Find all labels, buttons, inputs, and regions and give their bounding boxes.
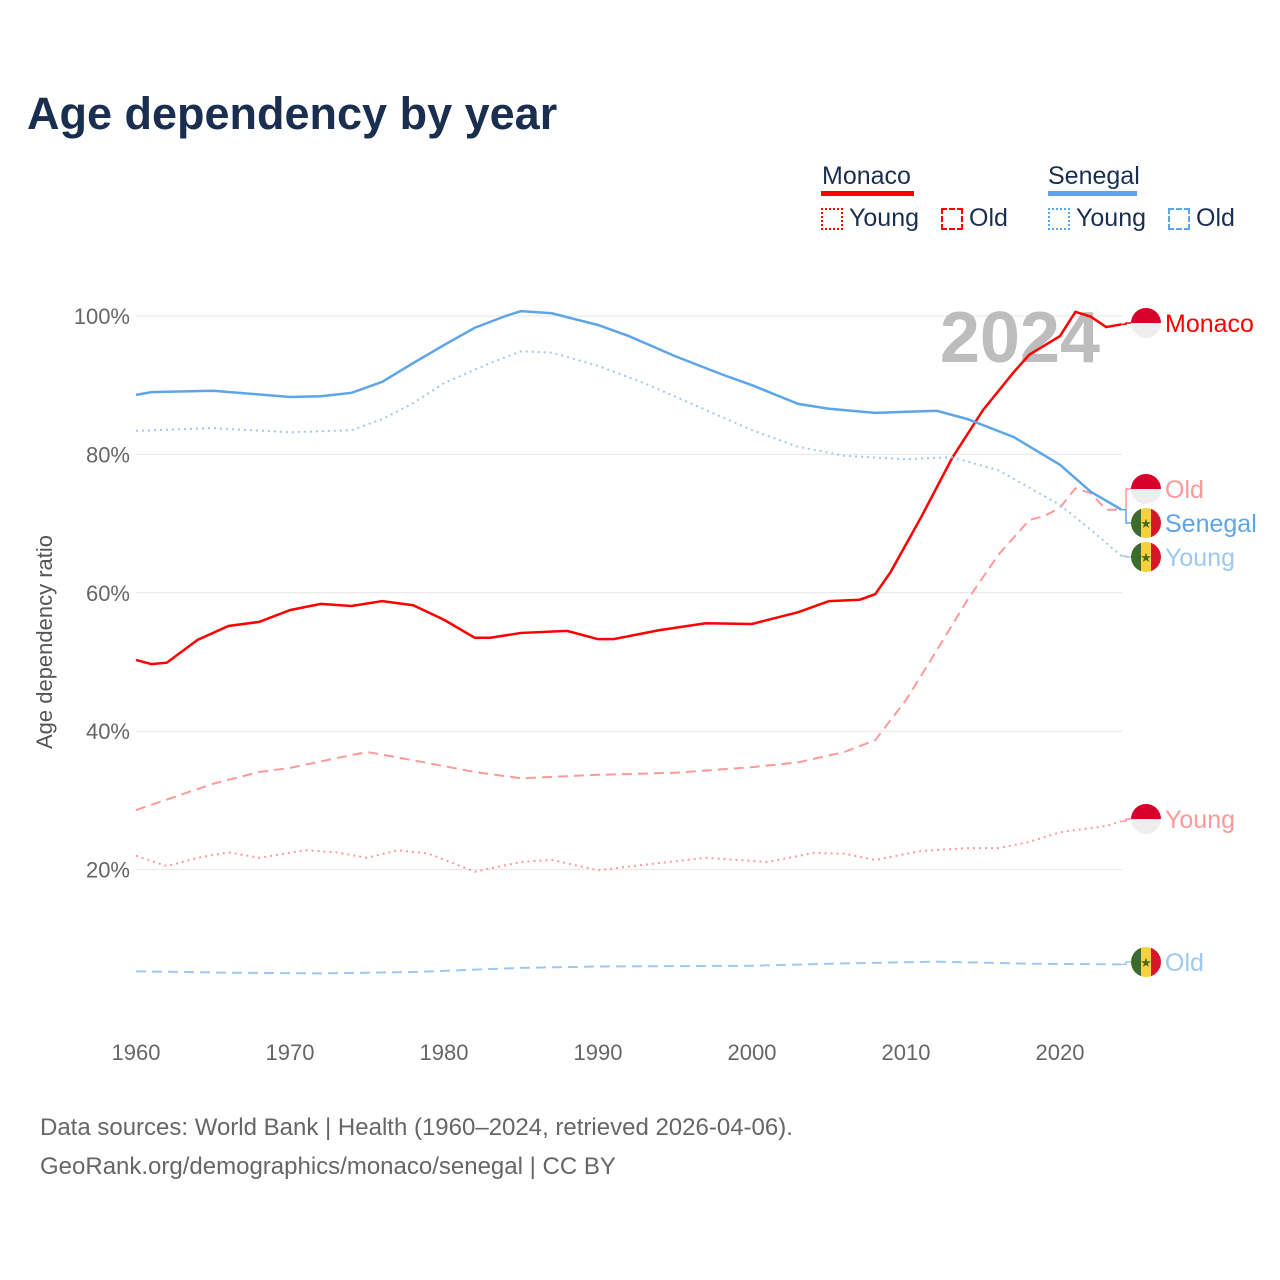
data-source-note: Data sources: World Bank | Health (1960–… (40, 1114, 793, 1141)
legend-monaco-swatch (821, 191, 914, 196)
label-leader-line (1122, 509, 1132, 524)
x-tick-label: 1980 (420, 1040, 469, 1065)
end-label: Old (1165, 949, 1204, 977)
x-tick-label: 2010 (882, 1040, 931, 1065)
legend-label: Young (1076, 204, 1146, 232)
end-label: Senegal (1165, 510, 1257, 538)
y-tick-label: 100% (74, 304, 130, 329)
label-leader-line (1122, 322, 1132, 326)
legend-senegal-old[interactable]: Old (1168, 204, 1235, 233)
senegal-flag-red (1151, 542, 1161, 572)
monaco-flag-red (1131, 804, 1161, 819)
senegal-flag-icon (1131, 508, 1141, 538)
series-line-monaco (135, 310, 1122, 666)
chart-title: Age dependency by year (27, 88, 558, 139)
senegal-flag-red (1151, 947, 1161, 977)
legend-senegal-swatch (1048, 191, 1137, 196)
x-tick-label: 1990 (574, 1040, 623, 1065)
footer: Data sources: World Bank | Health (1960–… (40, 1108, 793, 1186)
series-line-monaco-young (135, 820, 1122, 873)
legend-senegal[interactable]: Senegal (1048, 162, 1140, 190)
end-label: Young (1165, 806, 1235, 834)
end-label: Monaco (1165, 310, 1254, 338)
senegal-flag-icon (1131, 947, 1141, 977)
label-leader-line (1122, 818, 1132, 822)
senegal-flag-red (1151, 508, 1161, 538)
legend-monaco[interactable]: Monaco (822, 162, 911, 190)
y-axis-label: Age dependency ratio (32, 535, 57, 749)
x-tick-label: 2020 (1036, 1040, 1085, 1065)
dashed-swatch-icon (941, 207, 963, 230)
monaco-flag-red (1131, 474, 1161, 489)
x-tick-label: 1970 (266, 1040, 315, 1065)
series-line-senegal-old (135, 960, 1122, 975)
star-icon: ★ (1140, 955, 1152, 970)
end-label: Young (1165, 544, 1235, 572)
senegal-flag-icon (1131, 542, 1141, 572)
legend-label: Old (969, 204, 1008, 232)
series-line-senegal (135, 309, 1123, 511)
y-tick-label: 60% (86, 581, 130, 606)
x-tick-label: 1960 (112, 1040, 161, 1065)
end-label: Old (1165, 476, 1204, 504)
label-leader-line (1122, 961, 1132, 966)
series-line-monaco-old (135, 487, 1122, 812)
series-line-senegal-young (135, 350, 1123, 557)
attribution-link[interactable]: GeoRank.org/demographics/monaco/senegal … (40, 1153, 616, 1180)
legend-senegal-young[interactable]: Young (1048, 204, 1146, 233)
monaco-flag-red (1131, 308, 1161, 323)
dotted-swatch-icon (821, 207, 843, 230)
legend-monaco-old[interactable]: Old (941, 204, 1008, 233)
legend-label: Young (849, 204, 919, 232)
legend-label: Old (1196, 204, 1235, 232)
senegal-flag-yellow (1141, 947, 1151, 977)
dotted-swatch-icon (1048, 207, 1070, 230)
x-tick-label: 2000 (728, 1040, 777, 1065)
y-tick-label: 20% (86, 858, 130, 883)
label-leader-line (1122, 488, 1132, 511)
legend-monaco-young[interactable]: Young (821, 204, 919, 233)
senegal-flag-yellow (1141, 542, 1151, 572)
star-icon: ★ (1140, 516, 1152, 531)
y-tick-label: 40% (86, 719, 130, 744)
y-tick-label: 80% (86, 442, 130, 467)
label-leader-line (1122, 555, 1132, 558)
dashed-swatch-icon (1168, 207, 1190, 230)
senegal-flag-yellow (1141, 508, 1151, 538)
star-icon: ★ (1140, 550, 1152, 565)
